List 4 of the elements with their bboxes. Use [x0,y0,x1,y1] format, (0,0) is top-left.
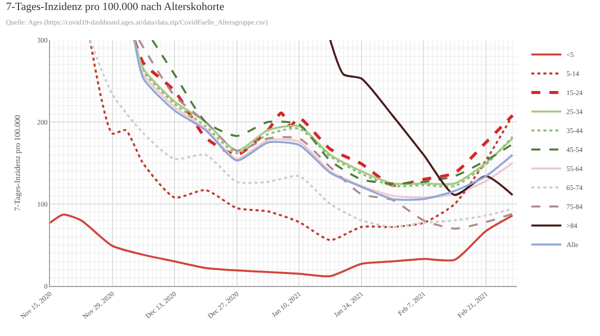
line-series [50,214,514,278]
y-axis-title: 7-Tages-Inzidenz pro 100.000 [12,114,22,212]
chart-title: 7-Tages-Inzidenz pro 100.000 nach Alterskohorte [6,1,224,14]
line-series [329,40,514,196]
